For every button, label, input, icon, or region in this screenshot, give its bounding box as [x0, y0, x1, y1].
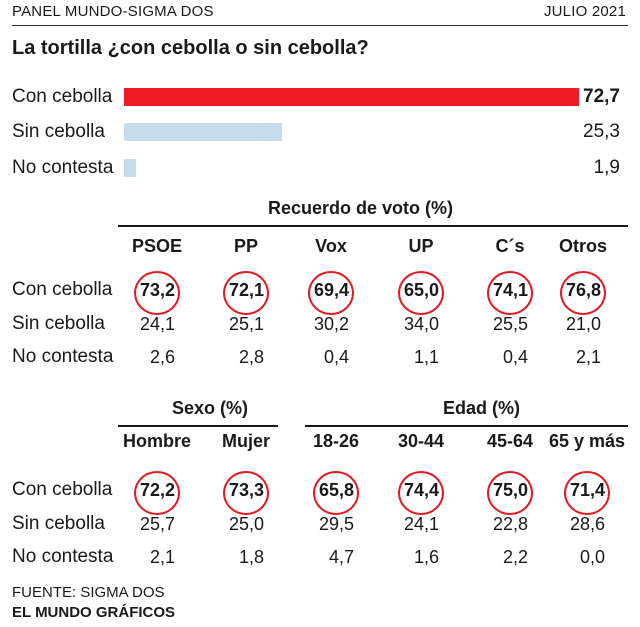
table-cell: 75,0 — [492, 480, 528, 500]
row-label: No contesta — [12, 546, 114, 567]
column-header: Vox — [315, 236, 347, 256]
table-cell: 1,6 — [413, 547, 439, 567]
table-cell: 65,8 — [318, 480, 354, 500]
table-cell: 0,0 — [579, 547, 605, 567]
section-rule — [118, 225, 628, 227]
bar-category-label: Sin cebolla — [12, 121, 105, 142]
bar-value-label: 72,7 — [583, 86, 620, 107]
chart-title: La tortilla ¿con cebolla o sin cebolla? — [12, 37, 369, 59]
table-cell: 0,4 — [502, 347, 528, 367]
table-cell: 25,5 — [492, 314, 528, 334]
publisher-label: EL MUNDO GRÁFICOS — [12, 604, 176, 621]
table-cell: 1,1 — [413, 347, 439, 367]
sex-section-title: Sexo (%) — [172, 398, 249, 418]
highlight-circle — [398, 271, 444, 315]
highlight-circle — [134, 471, 180, 515]
column-header: Hombre — [122, 431, 191, 451]
vote-section-title: Recuerdo de voto (%) — [268, 198, 454, 218]
bar-value-label: 1,9 — [593, 157, 620, 178]
highlight-circle — [134, 271, 180, 315]
table-cell: 1,8 — [238, 547, 264, 567]
column-header: 65 y más — [548, 431, 626, 451]
table-cell: 24,1 — [403, 514, 439, 534]
table-cell: 74,4 — [403, 480, 439, 500]
row-label: No contesta — [12, 346, 114, 367]
table-cell: 25,0 — [228, 514, 264, 534]
column-header: 30-44 — [397, 431, 445, 451]
bar — [124, 88, 579, 106]
bar-value-label: 25,3 — [583, 121, 620, 142]
bar — [124, 159, 136, 177]
table-cell: 2,1 — [575, 347, 601, 367]
table-cell: 72,2 — [139, 480, 175, 500]
column-header: PSOE — [131, 236, 183, 256]
row-label: Sin cebolla — [12, 513, 105, 534]
table-cell: 72,1 — [228, 280, 264, 300]
column-header: 18-26 — [312, 431, 360, 451]
bar — [124, 123, 283, 141]
source-label: FUENTE: SIGMA DOS — [12, 584, 165, 601]
table-cell: 76,8 — [565, 280, 601, 300]
sex-section-rule — [118, 425, 278, 427]
table-cell: 4,7 — [328, 547, 354, 567]
table-cell: 73,3 — [228, 480, 264, 500]
column-header: C´s — [495, 236, 525, 256]
table-cell: 2,6 — [149, 347, 175, 367]
table-cell: 34,0 — [403, 314, 439, 334]
table-cell: 21,0 — [565, 314, 601, 334]
table-cell: 2,8 — [238, 347, 264, 367]
table-cell: 30,2 — [313, 314, 349, 334]
highlight-circle — [398, 471, 444, 515]
table-cell: 71,4 — [569, 480, 605, 500]
bar-category-label: No contesta — [12, 157, 114, 178]
table-cell: 2,2 — [502, 547, 528, 567]
column-header: UP — [408, 236, 434, 256]
highlight-circle — [313, 471, 359, 515]
table-cell: 29,5 — [318, 514, 354, 534]
highlight-circle — [223, 471, 269, 515]
table-cell: 22,8 — [492, 514, 528, 534]
age-section-rule — [305, 425, 628, 427]
table-cell: 2,1 — [149, 547, 175, 567]
highlight-circle — [564, 471, 610, 515]
panel-label: PANEL MUNDO-SIGMA DOS — [12, 3, 214, 20]
column-header: Otros — [558, 236, 607, 256]
age-section-title: Edad (%) — [443, 398, 521, 418]
row-label: Con cebolla — [12, 279, 113, 300]
highlight-circle — [487, 271, 533, 315]
date-label: JULIO 2021 — [543, 3, 626, 20]
table-cell: 73,2 — [139, 280, 175, 300]
table-cell: 0,4 — [323, 347, 349, 367]
table-cell: 24,1 — [139, 314, 175, 334]
bar-category-label: Con cebolla — [12, 86, 113, 107]
table-cell: 69,4 — [313, 280, 349, 300]
highlight-circle — [487, 471, 533, 515]
column-header: Mujer — [221, 431, 270, 451]
column-header: 45-64 — [486, 431, 534, 451]
table-cell: 25,1 — [228, 314, 264, 334]
row-label: Sin cebolla — [12, 313, 105, 334]
table-cell: 28,6 — [569, 514, 605, 534]
table-cell: 65,0 — [403, 280, 439, 300]
table-cell: 25,7 — [139, 514, 175, 534]
row-label: Con cebolla — [12, 479, 113, 500]
table-cell: 74,1 — [492, 280, 528, 300]
highlight-circle — [308, 271, 354, 315]
header-rule — [12, 25, 628, 26]
highlight-circle — [560, 271, 606, 315]
highlight-circle — [223, 271, 269, 315]
column-header: PP — [233, 236, 258, 256]
